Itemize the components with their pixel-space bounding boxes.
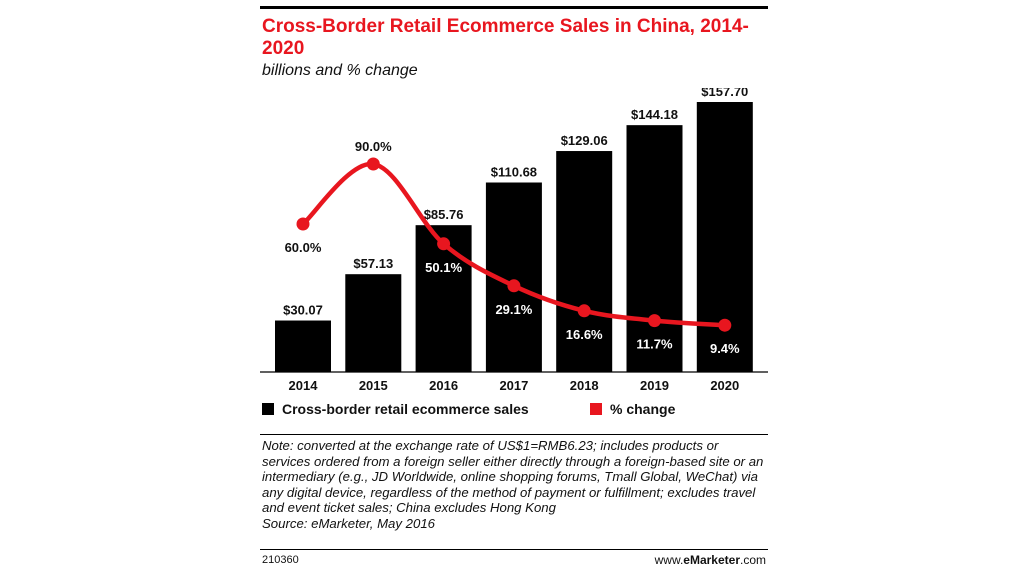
bar-2014: [275, 320, 331, 372]
x-tick-label: 2014: [289, 378, 319, 393]
bar-value-label: $144.18: [631, 107, 678, 122]
x-tick-label: 2016: [429, 378, 458, 393]
line-value-label: 90.0%: [355, 139, 392, 154]
chart-card: Cross-Border Retail Ecommerce Sales in C…: [260, 6, 768, 569]
legend-label-sales: Cross-border retail ecommerce sales: [282, 401, 529, 417]
line-value-label: 9.4%: [710, 341, 740, 356]
bar-value-label: $129.06: [561, 133, 608, 148]
bar-value-label: $110.68: [491, 165, 537, 180]
chart-subtitle: billions and % change: [262, 62, 418, 79]
x-tick-label: 2019: [640, 378, 669, 393]
legend-swatch-change: [590, 403, 602, 415]
line-point-2020: [718, 318, 732, 332]
bar-value-label: $30.07: [283, 303, 323, 318]
brand-name: eMarketer: [683, 553, 740, 567]
note-divider: [260, 434, 768, 435]
legend-item-change: % change: [590, 401, 675, 417]
x-tick-label: 2020: [710, 378, 739, 393]
bar-value-label: $57.13: [353, 256, 393, 271]
footer-divider: [260, 549, 768, 550]
line-point-2014: [296, 217, 310, 231]
x-tick-label: 2015: [359, 378, 388, 393]
bar-2015: [345, 274, 402, 372]
combo-chart: $30.07 $57.13 $85.76 $110.68 $129.06 $144.18 $…: [260, 88, 768, 393]
brand-url[interactable]: www.eMarketer.com: [655, 553, 766, 567]
legend-label-change: % change: [610, 401, 676, 417]
legend-item-sales: Cross-border retail ecommerce sales: [262, 401, 529, 417]
note-text: Note: converted at the exchange rate of …: [262, 438, 764, 516]
chart-id: 210360: [262, 554, 299, 566]
bar-value-label: $157.70: [701, 88, 748, 99]
line-value-label: 29.1%: [495, 302, 532, 317]
line-point-2017: [507, 279, 521, 293]
bar-value-label: $85.76: [424, 207, 464, 222]
line-value-label: 16.6%: [566, 327, 603, 342]
legend-swatch-sales: [262, 403, 274, 415]
source-text: Source: eMarketer, May 2016: [262, 515, 435, 531]
x-tick-label: 2017: [499, 378, 528, 393]
line-value-label: 50.1%: [425, 260, 462, 275]
line-point-2016: [437, 237, 451, 251]
brand-prefix: www.: [654, 553, 684, 567]
x-tick-label: 2018: [570, 378, 599, 393]
line-point-2015: [366, 157, 380, 171]
line-point-2018: [577, 304, 591, 318]
bar-2019: [626, 125, 683, 372]
line-value-label: 60.0%: [285, 240, 322, 255]
line-point-2019: [648, 314, 661, 328]
line-value-label: 11.7%: [636, 337, 673, 352]
chart-title: Cross-Border Retail Ecommerce Sales in C…: [262, 16, 749, 59]
chart-notes: Note: converted at the exchange rate of …: [262, 438, 766, 532]
top-rule: [260, 6, 768, 9]
brand-suffix: .com: [739, 553, 766, 567]
bar-2018: [556, 151, 613, 372]
